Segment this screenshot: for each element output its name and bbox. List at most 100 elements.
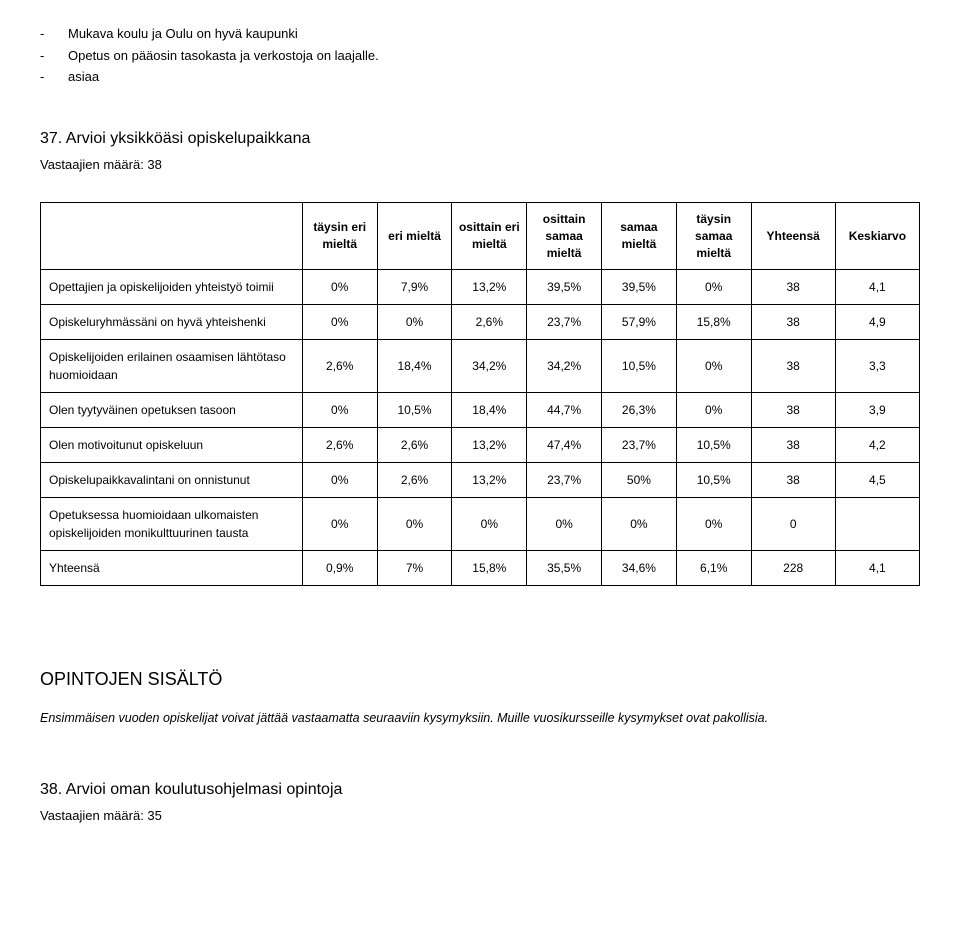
cell: 0% <box>302 305 377 340</box>
cell: 4,9 <box>835 305 919 340</box>
cell: 38 <box>751 340 835 393</box>
cell: 2,6% <box>377 428 452 463</box>
cell: 4,1 <box>835 551 919 586</box>
cell: 23,7% <box>527 463 602 498</box>
cell: 3,9 <box>835 393 919 428</box>
cell: 13,2% <box>452 270 527 305</box>
cell: 0% <box>377 498 452 551</box>
cell: 0% <box>302 270 377 305</box>
table-row: Opiskelupaikkavalintani on onnistunut0%2… <box>41 463 920 498</box>
table-row: Opettajien ja opiskelijoiden yhteistyö t… <box>41 270 920 305</box>
cell: 0% <box>676 498 751 551</box>
cell: 0% <box>452 498 527 551</box>
cell: 0% <box>302 498 377 551</box>
th-col: Yhteensä <box>751 203 835 270</box>
cell: 57,9% <box>602 305 677 340</box>
cell: 47,4% <box>527 428 602 463</box>
cell: 4,5 <box>835 463 919 498</box>
bullet-dash: - <box>40 24 68 44</box>
row-label: Opiskeluryhmässäni on hyvä yhteishenki <box>41 305 303 340</box>
cell: 10,5% <box>377 393 452 428</box>
row-label: Opiskelupaikkavalintani on onnistunut <box>41 463 303 498</box>
cell: 0% <box>602 498 677 551</box>
list-item: - Opetus on pääosin tasokasta ja verkost… <box>40 46 920 66</box>
table-row: Opetuksessa huomioidaan ulkomaisten opis… <box>41 498 920 551</box>
question-37-heading: 37. Arvioi yksikköäsi opiskelupaikkana <box>40 127 920 151</box>
cell: 18,4% <box>452 393 527 428</box>
cell: 0% <box>527 498 602 551</box>
table-row: Yhteensä0,9%7%15,8%35,5%34,6%6,1%2284,1 <box>41 551 920 586</box>
section-title: OPINTOJEN SISÄLTÖ <box>40 666 920 693</box>
cell: 2,6% <box>302 428 377 463</box>
row-label: Olen tyytyväinen opetuksen tasoon <box>41 393 303 428</box>
row-label: Opettajien ja opiskelijoiden yhteistyö t… <box>41 270 303 305</box>
cell: 38 <box>751 463 835 498</box>
cell: 2,6% <box>452 305 527 340</box>
cell <box>835 498 919 551</box>
cell: 10,5% <box>602 340 677 393</box>
cell: 0% <box>676 270 751 305</box>
th-col: samaa mieltä <box>602 203 677 270</box>
cell: 34,2% <box>452 340 527 393</box>
bullet-list: - Mukava koulu ja Oulu on hyvä kaupunki … <box>40 24 920 87</box>
cell: 0% <box>302 463 377 498</box>
cell: 23,7% <box>602 428 677 463</box>
cell: 38 <box>751 428 835 463</box>
th-col: osittain samaa mieltä <box>527 203 602 270</box>
q37-table: täysin eri mieltä eri mieltä osittain er… <box>40 202 920 586</box>
table-row: Olen tyytyväinen opetuksen tasoon0%10,5%… <box>41 393 920 428</box>
cell: 6,1% <box>676 551 751 586</box>
table-row: Olen motivoitunut opiskeluun2,6%2,6%13,2… <box>41 428 920 463</box>
row-label: Olen motivoitunut opiskeluun <box>41 428 303 463</box>
table-header-row: täysin eri mieltä eri mieltä osittain er… <box>41 203 920 270</box>
th-col: osittain eri mieltä <box>452 203 527 270</box>
cell: 3,3 <box>835 340 919 393</box>
cell: 50% <box>602 463 677 498</box>
cell: 0 <box>751 498 835 551</box>
cell: 38 <box>751 305 835 340</box>
question-37-count: Vastaajien määrä: 38 <box>40 155 920 175</box>
cell: 2,6% <box>302 340 377 393</box>
cell: 39,5% <box>602 270 677 305</box>
cell: 44,7% <box>527 393 602 428</box>
bullet-text: asiaa <box>68 67 99 87</box>
cell: 38 <box>751 393 835 428</box>
question-38-count: Vastaajien määrä: 35 <box>40 806 920 826</box>
th-col: täysin samaa mieltä <box>676 203 751 270</box>
row-label: Opiskelijoiden erilainen osaamisen lähtö… <box>41 340 303 393</box>
row-label: Opetuksessa huomioidaan ulkomaisten opis… <box>41 498 303 551</box>
bullet-dash: - <box>40 67 68 87</box>
cell: 7% <box>377 551 452 586</box>
cell: 7,9% <box>377 270 452 305</box>
cell: 35,5% <box>527 551 602 586</box>
bullet-text: Mukava koulu ja Oulu on hyvä kaupunki <box>68 24 298 44</box>
cell: 34,6% <box>602 551 677 586</box>
cell: 10,5% <box>676 463 751 498</box>
cell: 0,9% <box>302 551 377 586</box>
cell: 38 <box>751 270 835 305</box>
cell: 15,8% <box>452 551 527 586</box>
table-row: Opiskelijoiden erilainen osaamisen lähtö… <box>41 340 920 393</box>
cell: 0% <box>302 393 377 428</box>
section-note: Ensimmäisen vuoden opiskelijat voivat jä… <box>40 709 920 728</box>
list-item: - asiaa <box>40 67 920 87</box>
bullet-dash: - <box>40 46 68 66</box>
th-blank <box>41 203 303 270</box>
cell: 39,5% <box>527 270 602 305</box>
cell: 13,2% <box>452 428 527 463</box>
th-col: Keskiarvo <box>835 203 919 270</box>
cell: 4,2 <box>835 428 919 463</box>
th-col: eri mieltä <box>377 203 452 270</box>
list-item: - Mukava koulu ja Oulu on hyvä kaupunki <box>40 24 920 44</box>
cell: 4,1 <box>835 270 919 305</box>
row-label: Yhteensä <box>41 551 303 586</box>
cell: 0% <box>377 305 452 340</box>
question-38-heading: 38. Arvioi oman koulutusohjelmasi opinto… <box>40 778 920 802</box>
cell: 2,6% <box>377 463 452 498</box>
cell: 23,7% <box>527 305 602 340</box>
th-col: täysin eri mieltä <box>302 203 377 270</box>
cell: 18,4% <box>377 340 452 393</box>
cell: 15,8% <box>676 305 751 340</box>
cell: 13,2% <box>452 463 527 498</box>
cell: 34,2% <box>527 340 602 393</box>
